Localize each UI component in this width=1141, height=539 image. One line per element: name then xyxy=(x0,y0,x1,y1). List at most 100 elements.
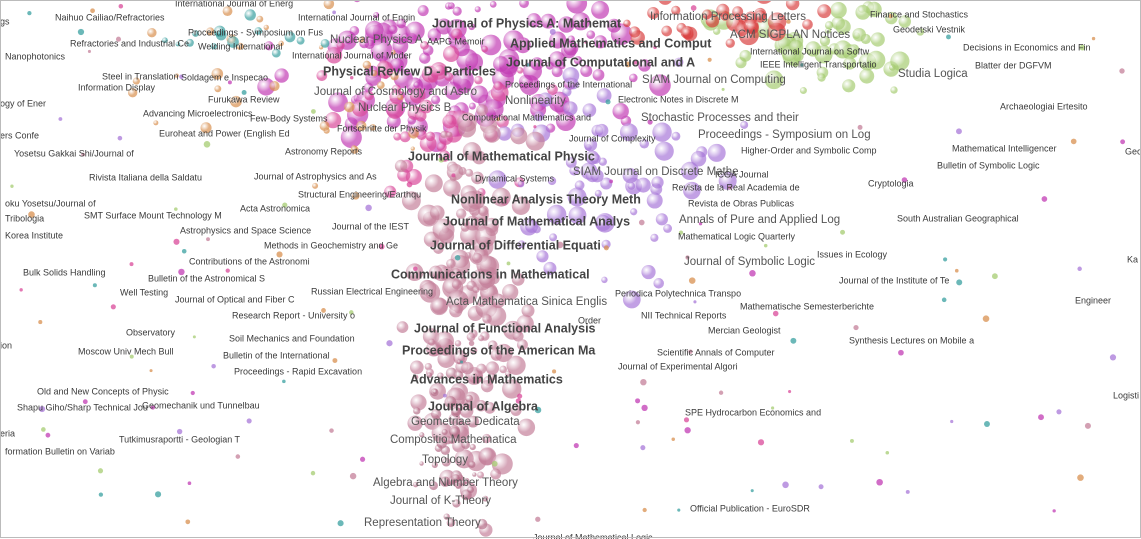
bubble xyxy=(416,129,427,140)
bubble xyxy=(764,70,784,90)
bubble xyxy=(649,74,671,97)
bubble xyxy=(546,204,567,225)
journal-label: Proceedings of the International xyxy=(505,79,632,89)
bubble xyxy=(424,174,443,193)
journal-label: Archaeologiai Ertesito xyxy=(1000,101,1088,111)
bubble xyxy=(38,320,43,325)
journal-label: South Australian Geographical xyxy=(897,213,1019,223)
journal-label: Well Testing xyxy=(120,287,168,297)
bubble xyxy=(606,18,621,33)
bubble xyxy=(543,261,557,275)
bubble xyxy=(984,421,990,427)
bubble xyxy=(203,141,211,148)
journal-label: Physical Review D - Particles xyxy=(323,64,496,78)
bubble xyxy=(916,28,925,36)
journal-label: Blatter der DGFVM xyxy=(975,60,1052,70)
bubble xyxy=(683,417,690,423)
bubble xyxy=(356,120,367,131)
bubble xyxy=(943,257,948,262)
journal-label: AAPG Memoir xyxy=(427,36,485,46)
bubble xyxy=(833,40,852,59)
journal-label: Nanophotonics xyxy=(5,51,66,61)
bubble xyxy=(369,123,377,131)
bubble xyxy=(162,37,168,44)
bubble xyxy=(727,185,732,190)
bubble xyxy=(517,180,525,188)
bubble xyxy=(350,75,354,80)
journal-label: ers Confe xyxy=(0,130,39,140)
bubble xyxy=(396,321,409,333)
journal-label: Journal of Astrophysics and As xyxy=(254,171,377,181)
bubble xyxy=(646,192,663,209)
bubble xyxy=(362,60,372,70)
bubble xyxy=(651,176,664,189)
bubble xyxy=(351,100,369,117)
journal-label: Revista de Obras Publicas xyxy=(688,198,795,208)
journal-label: Proceedings - Symposium on Fus xyxy=(188,27,324,37)
bubble xyxy=(211,363,216,369)
journal-label: SMT Surface Mount Technology M xyxy=(84,210,222,220)
bubble xyxy=(767,12,787,32)
bubble xyxy=(373,11,380,18)
bubble xyxy=(227,80,232,85)
bubble xyxy=(28,211,35,218)
bubble xyxy=(468,23,476,31)
bubble xyxy=(472,286,480,294)
bubble xyxy=(337,520,344,527)
bubble xyxy=(443,179,461,197)
journal-label: Advances in Mathematics xyxy=(410,372,563,386)
bubble xyxy=(98,492,104,497)
bubble xyxy=(750,489,754,493)
bubble xyxy=(468,460,476,469)
bubble xyxy=(477,298,487,307)
bubble xyxy=(595,214,612,231)
bubble xyxy=(622,168,638,184)
bubble xyxy=(595,123,609,138)
journal-label: Synthesis Lectures on Mobile a xyxy=(849,335,974,345)
bubble xyxy=(802,19,813,30)
journal-label: Mercian Geologist xyxy=(708,325,781,335)
journal-label: Furukawa Review xyxy=(208,94,280,104)
bubble xyxy=(890,86,898,94)
bubble xyxy=(1077,266,1082,272)
journal-label: Bulk Solids Handling xyxy=(23,267,106,277)
journal-label: Journal of Physics A: Mathemat xyxy=(432,16,622,30)
bubble xyxy=(227,36,239,48)
bubble xyxy=(426,372,433,378)
journal-label: Journal of Symbolic Logic xyxy=(684,256,815,268)
bubble xyxy=(155,491,162,498)
bubble xyxy=(817,73,826,82)
bubble xyxy=(436,438,447,449)
journal-label: Annals of Pure and Applied Log xyxy=(679,214,840,226)
bubble xyxy=(623,19,631,28)
bubble xyxy=(1084,422,1091,429)
journal-label: Journal of the Institute of Te xyxy=(839,275,949,285)
bubble xyxy=(263,24,269,31)
bubble xyxy=(782,481,789,489)
bubble xyxy=(483,125,501,143)
journal-label: formation Bulletin on Variab xyxy=(5,446,115,456)
journal-label: Research Report - University o xyxy=(232,310,355,320)
bubble xyxy=(471,171,484,185)
bubble xyxy=(671,5,681,16)
bubble xyxy=(635,177,651,193)
bubble xyxy=(446,518,456,527)
bubble xyxy=(478,447,497,466)
journal-label: Naihuo Cailiao/Refractories xyxy=(55,12,165,22)
bubble xyxy=(456,418,463,426)
journal-label: Bulletin of the International xyxy=(223,350,330,360)
bubble xyxy=(652,122,672,142)
bubble xyxy=(563,40,579,56)
bubble xyxy=(90,8,95,14)
journal-label: Information Display xyxy=(78,82,156,92)
bubble xyxy=(92,283,97,288)
bubble xyxy=(674,57,684,67)
bubble xyxy=(596,88,612,103)
bubble xyxy=(429,62,448,80)
bubble xyxy=(582,103,597,118)
bubble xyxy=(905,489,910,494)
bubble xyxy=(449,304,463,318)
bubble xyxy=(693,300,697,304)
bubble xyxy=(510,127,528,145)
